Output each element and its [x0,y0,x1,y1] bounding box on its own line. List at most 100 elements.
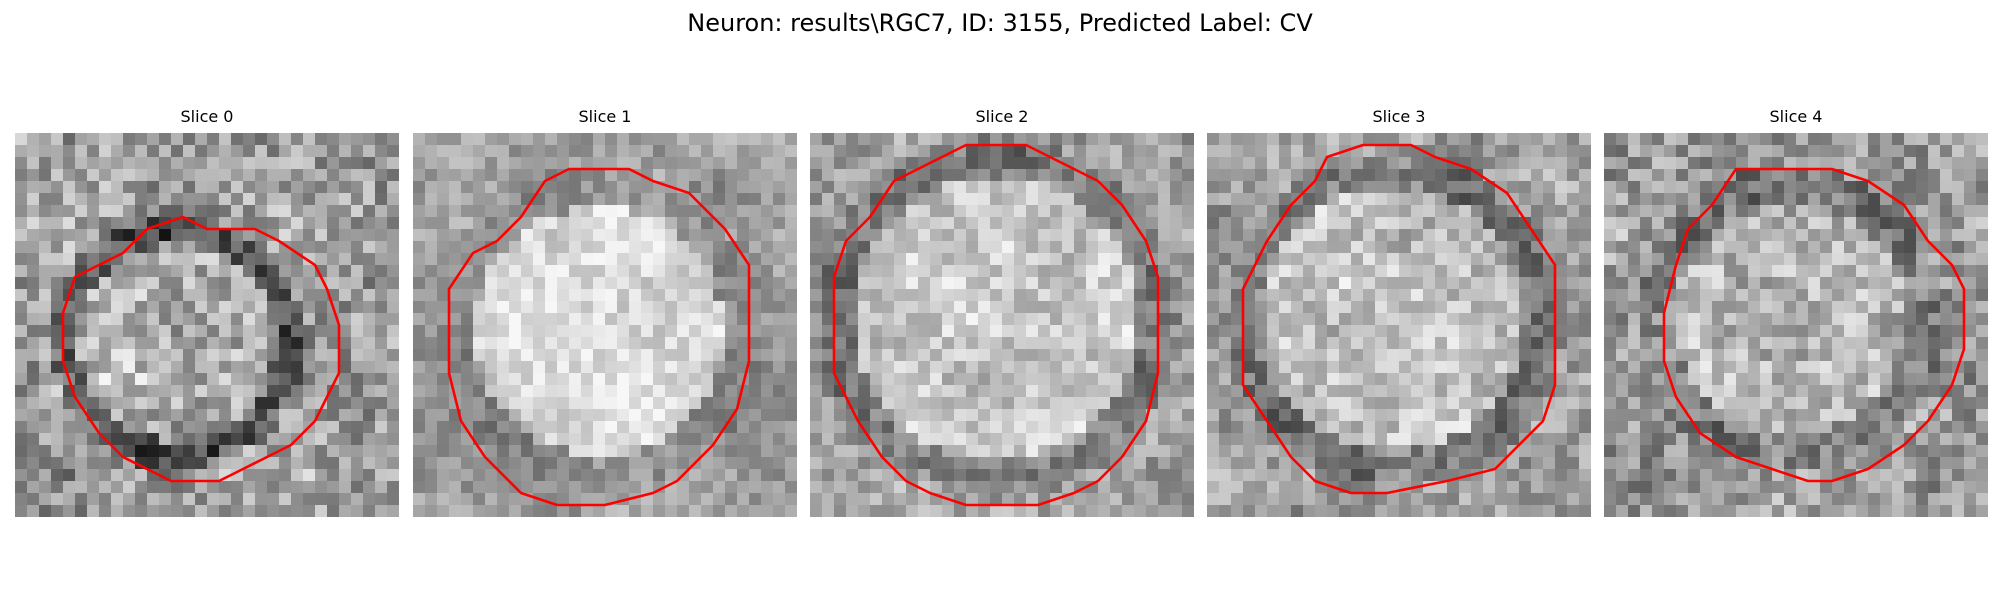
image-pixel [1748,409,1760,421]
image-pixel [375,313,387,325]
image-pixel [966,169,978,181]
image-pixel [749,409,761,421]
image-pixel [1363,181,1375,193]
image-pixel [87,481,99,493]
image-pixel [63,469,75,481]
image-pixel [1940,133,1952,145]
image-pixel [1531,325,1543,337]
image-pixel [1748,133,1760,145]
image-pixel [978,373,990,385]
image-pixel [1026,457,1038,469]
image-pixel [629,445,641,457]
image-pixel [1952,193,1964,205]
image-pixel [1555,313,1567,325]
image-pixel [1086,181,1098,193]
image-pixel [1170,433,1182,445]
image-pixel [497,325,509,337]
image-pixel [1555,169,1567,181]
image-pixel [1964,241,1976,253]
image-pixel [473,397,485,409]
image-pixel [954,265,966,277]
image-pixel [375,277,387,289]
image-pixel [918,265,930,277]
image-pixel [978,433,990,445]
image-pixel [665,385,677,397]
image-pixel [291,145,303,157]
image-pixel [858,493,870,505]
image-pixel [1880,241,1892,253]
image-pixel [677,229,689,241]
image-pixel [413,505,425,517]
image-pixel [617,325,629,337]
image-pixel [846,409,858,421]
image-pixel [1038,145,1050,157]
image-pixel [1267,481,1279,493]
image-pixel [557,457,569,469]
image-pixel [1543,229,1555,241]
image-pixel [1459,229,1471,241]
image-pixel [773,421,785,433]
image-pixel [1519,265,1531,277]
image-pixel [665,241,677,253]
image-pixel [1375,301,1387,313]
image-pixel [219,133,231,145]
image-pixel [1784,157,1796,169]
image-pixel [918,409,930,421]
image-pixel [545,193,557,205]
image-pixel [918,397,930,409]
image-pixel [1471,157,1483,169]
image-pixel [15,217,27,229]
image-pixel [183,241,195,253]
image-pixel [557,145,569,157]
image-pixel [1351,193,1363,205]
image-pixel [1579,205,1591,217]
image-pixel [1243,361,1255,373]
image-pixel [773,217,785,229]
image-pixel [1652,157,1664,169]
image-pixel [339,397,351,409]
image-pixel [1976,361,1988,373]
slice-panel-3: Slice 3 [1207,107,1591,517]
image-pixel [1543,205,1555,217]
image-pixel [665,157,677,169]
image-pixel [39,181,51,193]
image-pixel [1062,337,1074,349]
image-pixel [1952,313,1964,325]
image-pixel [291,169,303,181]
image-pixel [413,445,425,457]
image-pixel [1411,349,1423,361]
image-pixel [387,349,399,361]
image-pixel [1158,493,1170,505]
image-pixel [1700,241,1712,253]
image-pixel [810,373,822,385]
image-pixel [930,373,942,385]
image-pixel [1110,217,1122,229]
image-pixel [906,397,918,409]
image-pixel [1579,277,1591,289]
image-pixel [255,277,267,289]
image-pixel [1207,493,1219,505]
image-pixel [810,217,822,229]
image-pixel [713,289,725,301]
image-pixel [1146,493,1158,505]
image-pixel [834,409,846,421]
image-pixel [387,193,399,205]
image-pixel [219,433,231,445]
image-pixel [1134,373,1146,385]
image-pixel [99,325,111,337]
image-pixel [1904,145,1916,157]
image-pixel [1411,133,1423,145]
image-pixel [267,193,279,205]
image-pixel [315,505,327,517]
image-pixel [255,145,267,157]
image-pixel [1760,361,1772,373]
image-pixel [1688,325,1700,337]
image-pixel [1447,433,1459,445]
image-pixel [1038,169,1050,181]
image-pixel [1014,313,1026,325]
image-pixel [990,169,1002,181]
image-pixel [1026,241,1038,253]
image-pixel [653,217,665,229]
image-pixel [123,229,135,241]
image-pixel [1531,157,1543,169]
